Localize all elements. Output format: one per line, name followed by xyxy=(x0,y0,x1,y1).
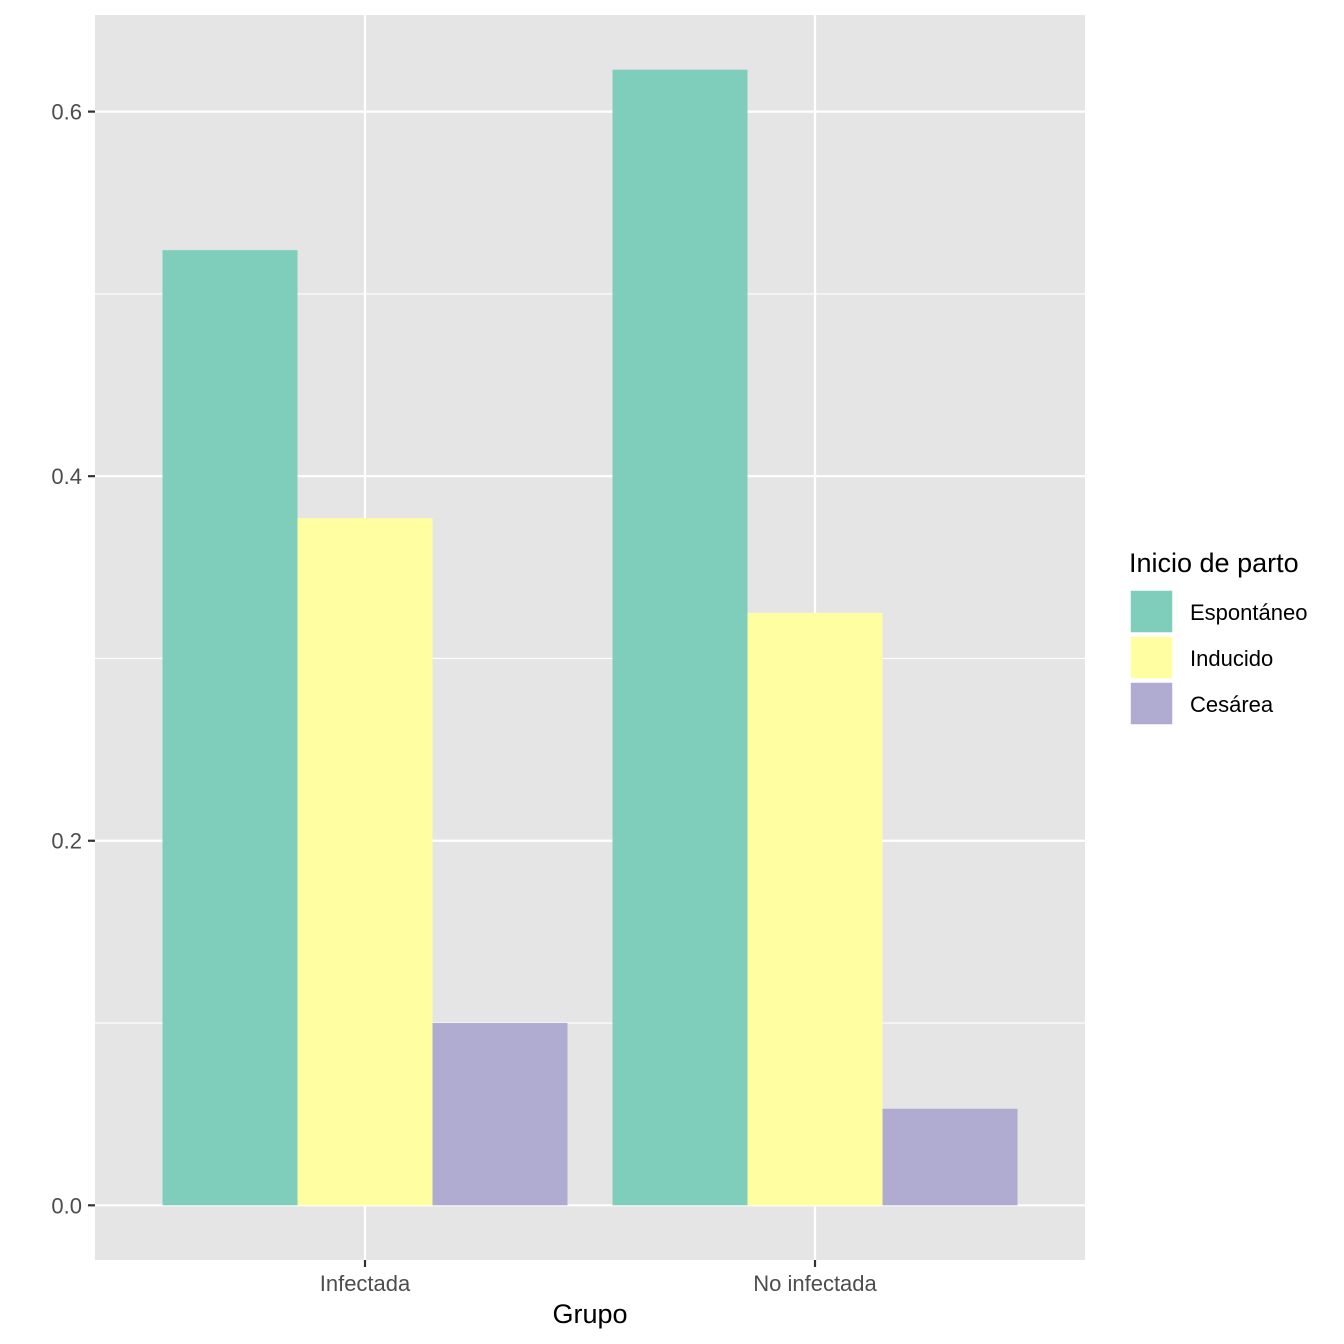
legend-label-2: Inducido xyxy=(1190,646,1273,671)
y-tick-label: 0.6 xyxy=(51,100,82,125)
y-tick-label: 0.4 xyxy=(51,464,82,489)
y-tick-label: 0.2 xyxy=(51,829,82,854)
bar-2-2 xyxy=(747,612,883,1206)
legend-key-1 xyxy=(1129,589,1174,634)
y-tick-label: 0.0 xyxy=(51,1193,82,1218)
legend-label-3: Cesárea xyxy=(1190,692,1274,717)
x-axis-title: Grupo xyxy=(552,1299,627,1329)
legend-key-2 xyxy=(1129,635,1174,680)
bar-2-1 xyxy=(297,518,433,1206)
legend-key-3 xyxy=(1129,681,1174,726)
bars xyxy=(162,69,1018,1206)
x-tick-label: Infectada xyxy=(320,1271,411,1296)
bar-3-2 xyxy=(882,1108,1018,1206)
bar-3-1 xyxy=(432,1023,568,1206)
legend: Inicio de parto Espontáneo Inducido Cesáre… xyxy=(1129,548,1307,726)
bar-1-1 xyxy=(162,250,298,1206)
x-tick-label: No infectada xyxy=(753,1271,877,1296)
legend-title: Inicio de parto xyxy=(1129,548,1299,578)
x-axis: Infectada No infectada xyxy=(320,1260,878,1296)
legend-label-1: Espontáneo xyxy=(1190,600,1307,625)
bar-1-2 xyxy=(612,69,748,1206)
y-axis: 0.0 0.2 0.4 0.6 xyxy=(51,100,95,1218)
